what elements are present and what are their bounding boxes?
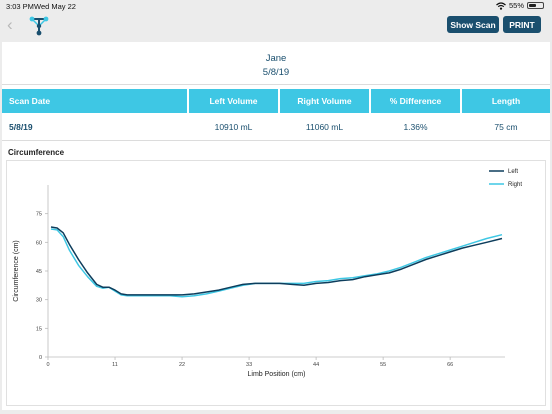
cell-right-volume: 11060 mL: [305, 122, 344, 132]
patient-header: Jane 5/8/19: [2, 52, 550, 80]
section-title: Circumference: [8, 148, 65, 157]
x-tick-label: 55: [380, 362, 386, 368]
x-tick-label: 66: [447, 362, 453, 368]
status-time: 3:03 PM: [6, 2, 34, 11]
chart-svg: 0 15 30 45 60 75 0 11 22 33 44 55 66 Limb Position (c…: [13, 169, 522, 378]
divider: [2, 84, 550, 85]
status-bar: 3:03 PM Wed May 22 55%: [0, 0, 552, 12]
print-button[interactable]: PRINT: [503, 16, 541, 33]
column-header-left-volume: Left Volume: [189, 89, 278, 113]
report-card: Jane 5/8/19 Scan Date Left Volume Right …: [2, 42, 550, 410]
y-tick-label: 0: [39, 355, 42, 361]
legend-label-left: Left: [508, 169, 518, 175]
chevron-left-icon[interactable]: ‹: [7, 15, 13, 34]
cell-length: 75 cm: [494, 122, 518, 132]
legend-label-right: Right: [508, 182, 522, 188]
series-line-left: [50, 226, 503, 296]
cell-left-volume: 10910 mL: [214, 122, 253, 132]
status-date: Wed May 22: [34, 2, 76, 11]
cell-scan-date: 5/8/19: [9, 122, 33, 132]
cell-percent-difference: 1.36%: [403, 122, 428, 132]
x-tick-label: 0: [46, 362, 49, 368]
y-tick-label: 15: [36, 326, 42, 332]
table-header: Scan Date Left Volume Right Volume % Dif…: [2, 89, 550, 113]
battery-icon: [527, 2, 544, 9]
y-axis-label: Circumference (cm): [13, 240, 20, 301]
app-logo-icon: [29, 16, 49, 36]
patient-name: Jane: [265, 53, 287, 64]
nav-bar: ‹ Show Scan PRINT: [0, 12, 552, 40]
x-tick-label: 11: [112, 362, 118, 368]
patient-scan-date: 5/8/19: [262, 67, 290, 78]
column-header-right-volume: Right Volume: [280, 89, 369, 113]
y-tick-label: 45: [36, 269, 42, 275]
y-tick-label: 30: [36, 298, 42, 304]
circumference-chart: 0 15 30 45 60 75 0 11 22 33 44 55 66 Limb Position (c…: [6, 160, 546, 406]
x-axis-label: Limb Position (cm): [248, 371, 306, 378]
x-tick-label: 33: [246, 362, 252, 368]
y-tick-label: 75: [36, 212, 42, 218]
series-line-right: [50, 228, 503, 298]
column-header-percent-difference: % Difference: [371, 89, 460, 113]
x-tick-label: 44: [313, 362, 319, 368]
battery-percent: 55%: [508, 1, 524, 10]
column-header-length: Length: [462, 89, 550, 113]
x-tick-label: 22: [179, 362, 185, 368]
status-right: 55%: [496, 1, 544, 10]
show-scan-button[interactable]: Show Scan: [447, 16, 499, 33]
table-row[interactable]: 5/8/19 10910 mL 11060 mL 1.36% 75 cm: [2, 115, 550, 139]
wifi-icon: [496, 1, 506, 10]
y-tick-label: 60: [36, 240, 42, 246]
row-divider: [2, 140, 550, 141]
column-header-scan-date: Scan Date: [2, 89, 187, 113]
